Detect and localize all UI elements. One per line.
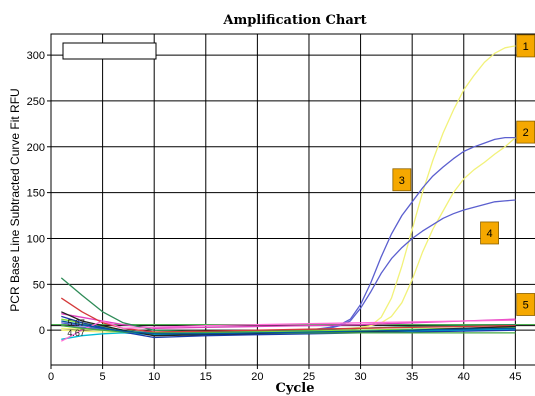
series-line — [61, 298, 515, 332]
series-layer — [51, 46, 535, 341]
x-tick-label: 15 — [200, 371, 212, 383]
x-axis-label: Cycle — [275, 381, 314, 396]
series-line — [61, 200, 515, 333]
series-line — [61, 138, 515, 333]
x-tick-label: 20 — [251, 371, 263, 383]
y-tick-label: 50 — [33, 279, 45, 291]
chart-title: Amplification Chart — [222, 13, 366, 28]
plot-frame — [51, 34, 535, 365]
x-tick-label: 30 — [354, 371, 366, 383]
series-line — [61, 46, 515, 333]
y-tick-label: 0 — [39, 325, 45, 337]
y-tick-label: 300 — [27, 50, 45, 62]
annotation-layer: 5.674.67 1 2 3 4 5 — [67, 35, 534, 338]
x-tick-label: 40 — [458, 371, 470, 383]
grid-layer — [51, 34, 535, 365]
y-tick-label: 150 — [27, 188, 45, 200]
curve-value-label: 5.67 — [67, 318, 85, 328]
curve-value-label: 4.67 — [67, 328, 85, 338]
x-tick-label: 0 — [48, 371, 54, 383]
curve-badge-label: 2 — [523, 127, 529, 139]
legend-box — [63, 43, 156, 59]
curve-badge-label: 3 — [399, 175, 405, 187]
series-line — [61, 138, 515, 332]
x-tick-label: 5 — [100, 371, 106, 383]
curve-badge-label: 1 — [523, 41, 529, 53]
x-tick-label: 10 — [148, 371, 160, 383]
y-tick-label: 200 — [27, 142, 45, 154]
x-tick-label: 35 — [406, 371, 418, 383]
y-tick-label: 250 — [27, 96, 45, 108]
curve-badge-label: 5 — [523, 299, 529, 311]
x-tick-label: 45 — [509, 371, 521, 383]
y-axis-label: PCR Base Line Subtracted Curve Fit RFU — [8, 88, 22, 311]
curve-badge-label: 4 — [487, 228, 493, 240]
y-tick-label: 100 — [27, 233, 45, 245]
